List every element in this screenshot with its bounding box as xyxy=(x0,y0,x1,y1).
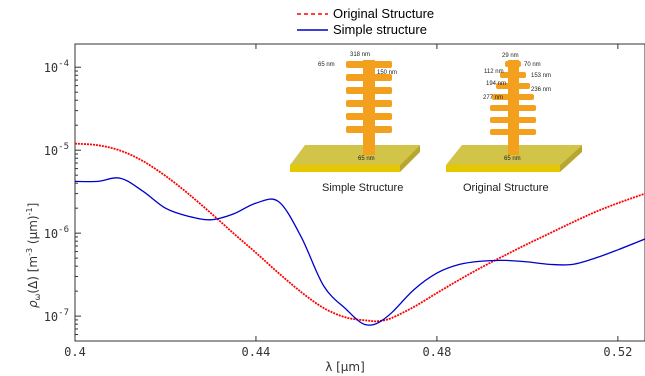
series-line-original-structure xyxy=(74,142,645,323)
original-branch xyxy=(505,61,521,67)
y-axis-label-subscript: ω xyxy=(33,293,42,300)
y-axis-label-exp: -3 xyxy=(25,248,34,256)
series-layer xyxy=(74,142,645,326)
original-branch xyxy=(490,117,536,123)
legend-label-simple-structure: Simple structure xyxy=(333,22,427,37)
simple-base-side xyxy=(400,145,420,172)
y-tick-label-exponent: -5 xyxy=(58,142,69,152)
original-base-side xyxy=(560,145,582,172)
simple-branch xyxy=(346,113,392,120)
simple-branch xyxy=(346,100,392,107)
simple-structure-illustration: 318 nm 65 nm 150 nm 65 nm Simple Structu… xyxy=(290,52,420,194)
y-axis-label-exp2: -1 xyxy=(25,207,34,215)
y-axis-label-mid: (μm) xyxy=(26,215,40,248)
y-tick-label-base: 10 xyxy=(44,227,58,241)
y-axis-label-rho: ρ xyxy=(26,300,40,308)
simple-branch xyxy=(346,61,392,68)
x-tick-label: 0.52 xyxy=(603,345,632,359)
series-line-simple-structure xyxy=(74,177,645,326)
y-tick-label: 10-5 xyxy=(44,142,69,158)
y-tick-label: 10-4 xyxy=(44,59,69,75)
original-label-7: 65 nm xyxy=(504,156,521,162)
y-axis-label-end: ] xyxy=(26,203,40,208)
original-branch xyxy=(492,94,534,100)
original-structure-illustration: 29 nm 70 nm 112 nm 153 nm 194 nm 236 nm … xyxy=(446,53,582,194)
simple-label-bottom: 65 nm xyxy=(358,156,375,162)
original-branch xyxy=(496,83,530,89)
y-tick-label: 10-6 xyxy=(44,225,69,241)
original-branch xyxy=(490,129,536,135)
original-label-4: 194 nm xyxy=(486,81,506,87)
original-label-1: 70 nm xyxy=(524,62,541,68)
y-axis-label-part: (Δ) [m xyxy=(26,256,40,294)
original-label-0: 29 nm xyxy=(502,53,519,59)
simple-branch xyxy=(346,126,392,133)
simple-base-top xyxy=(290,145,420,165)
y-tick-label-exponent: -7 xyxy=(58,308,69,318)
y-tick-label-base: 10 xyxy=(44,61,58,75)
y-axis-ticks: 10-410-510-610-7 xyxy=(44,59,81,336)
original-label-2: 112 nm xyxy=(484,69,504,75)
y-tick-label-exponent: -6 xyxy=(58,225,69,235)
x-axis-ticks: 0.4 0.44 0.48 0.52 xyxy=(64,44,632,359)
x-tick-label: 0.4 xyxy=(64,345,86,359)
y-axis-label: ρω(Δ) [m-3 (μm)-1] xyxy=(25,203,42,308)
original-base-front xyxy=(446,165,560,172)
original-branch xyxy=(500,72,526,78)
y-tick-label-exponent: -4 xyxy=(58,59,69,69)
x-tick-label: 0.44 xyxy=(241,345,270,359)
y-tick-label-base: 10 xyxy=(44,310,58,324)
simple-branch xyxy=(346,87,392,94)
simple-label-top: 318 nm xyxy=(350,52,370,58)
simple-base-front xyxy=(290,165,400,172)
x-tick-label: 0.48 xyxy=(422,345,451,359)
simple-branch xyxy=(346,74,392,81)
x-axis-label: λ [μm] xyxy=(325,360,365,374)
inset-illustration: 318 nm 65 nm 150 nm 65 nm Simple Structu… xyxy=(290,52,582,194)
y-tick-label: 10-7 xyxy=(44,308,69,324)
legend: Original Structure Simple structure xyxy=(297,6,434,37)
original-label-3: 153 nm xyxy=(531,73,551,79)
original-label-6: 277 nm xyxy=(483,95,503,101)
simple-structure-caption: Simple Structure xyxy=(322,182,403,194)
simple-label-left: 65 nm xyxy=(318,62,335,68)
original-label-5: 236 nm xyxy=(531,87,551,93)
original-structure-caption: Original Structure xyxy=(463,182,549,194)
y-tick-label-base: 10 xyxy=(44,144,58,158)
simple-label-right: 150 nm xyxy=(377,70,397,76)
original-branch xyxy=(490,105,536,111)
legend-label-original-structure: Original Structure xyxy=(333,6,434,21)
